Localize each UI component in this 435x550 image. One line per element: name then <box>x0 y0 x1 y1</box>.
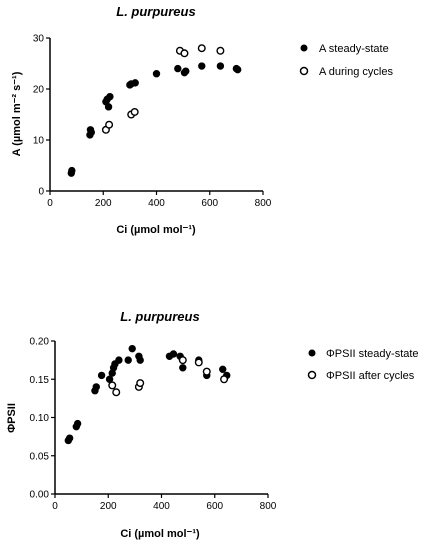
y-tick-label: 0.00 <box>30 490 50 501</box>
data-point-filled <box>128 344 136 353</box>
data-point-filled <box>68 166 76 175</box>
legend-marker-filled <box>308 349 316 357</box>
chart-a-y-axis-label: A (µmol m⁻² s⁻¹) <box>11 71 23 156</box>
x-tick-label: 0 <box>52 501 58 512</box>
data-point-open <box>130 107 139 116</box>
y-tick-label: 0.15 <box>30 375 50 386</box>
data-point-open <box>180 49 189 58</box>
chart-a-x-axis-label: Ci (µmol mol⁻¹) <box>116 224 196 236</box>
x-tick-label: 600 <box>206 501 223 512</box>
x-tick-label: 200 <box>100 501 117 512</box>
chart-a-axes: 0 200 400 600 800 0 10 20 30 <box>33 34 272 210</box>
data-point-filled <box>124 356 132 364</box>
chart-a-legend-label: A during cycles <box>319 66 393 78</box>
data-point-open <box>197 44 206 53</box>
y-tick-label: 0.10 <box>30 413 50 424</box>
x-tick-label: 400 <box>148 198 165 209</box>
chart-b: L. purpureus Ci (µmol mol⁻¹) ΦPSII 0 200 4… <box>6 309 419 540</box>
data-point-filled <box>152 69 161 78</box>
chart-b-legend-label: ΦPSII steady-state <box>326 348 419 360</box>
data-point-open <box>220 375 229 384</box>
data-point-filled <box>104 103 113 111</box>
data-point-filled <box>179 364 187 372</box>
data-point-open <box>105 120 114 129</box>
y-tick-label: 30 <box>33 34 45 45</box>
legend-marker-open <box>299 66 309 76</box>
data-point-open <box>194 358 203 367</box>
legend-marker-filled <box>300 44 308 52</box>
y-tick-label: 10 <box>33 136 45 147</box>
x-tick-label: 0 <box>47 198 53 209</box>
data-point-filled <box>182 67 190 75</box>
data-point-open <box>216 46 225 55</box>
data-point-filled <box>87 128 95 137</box>
data-point-filled <box>136 356 144 364</box>
data-point-filled <box>174 64 182 73</box>
y-tick-label: 20 <box>33 85 45 96</box>
data-point-filled <box>219 365 227 374</box>
data-point-filled <box>106 92 114 101</box>
data-point-open <box>108 381 117 390</box>
y-tick-label: 0.05 <box>30 451 50 462</box>
chart-b-title: L. purpureus <box>120 309 199 324</box>
data-point-filled <box>198 62 206 70</box>
chart-b-axes: 0 200 400 600 800 0.00 0.05 0.10 0.15 0.20 <box>30 337 277 513</box>
data-point-open <box>112 388 121 397</box>
y-tick-label: 0 <box>38 187 44 198</box>
data-point-filled <box>92 383 100 391</box>
data-point-filled <box>73 419 82 428</box>
x-tick-label: 600 <box>201 198 218 209</box>
x-tick-label: 800 <box>255 198 272 209</box>
data-point-filled <box>65 434 74 442</box>
data-point-filled <box>115 356 123 364</box>
chart-b-legend-label: ΦPSII after cycles <box>326 370 415 382</box>
chart-a-legend-label: A steady-state <box>319 43 389 55</box>
data-point-filled <box>216 62 225 70</box>
x-tick-label: 200 <box>95 198 112 209</box>
data-point-open <box>178 356 187 365</box>
data-point-filled <box>97 371 106 380</box>
chart-a: L. purpureus Ci (µmol mol⁻¹) A (µmol m⁻²… <box>11 4 393 236</box>
chart-a-legend: A steady-state A during cycles <box>299 43 393 78</box>
chart-a-points <box>67 44 242 177</box>
data-point-filled <box>169 350 178 358</box>
data-point-filled <box>131 79 139 87</box>
data-point-filled <box>234 65 242 74</box>
legend-marker-open <box>307 370 317 380</box>
chart-b-points <box>64 344 231 445</box>
x-tick-label: 400 <box>153 501 170 512</box>
chart-b-legend: ΦPSII steady-state ΦPSII after cycles <box>307 348 419 382</box>
x-tick-label: 800 <box>260 501 277 512</box>
data-point-open <box>136 379 145 388</box>
y-tick-label: 0.20 <box>30 337 50 348</box>
chart-b-x-axis-label: Ci (µmol mol⁻¹) <box>120 528 200 540</box>
chart-a-title: L. purpureus <box>116 4 195 19</box>
data-point-open <box>202 367 211 376</box>
chart-b-y-axis-label: ΦPSII <box>6 403 18 433</box>
